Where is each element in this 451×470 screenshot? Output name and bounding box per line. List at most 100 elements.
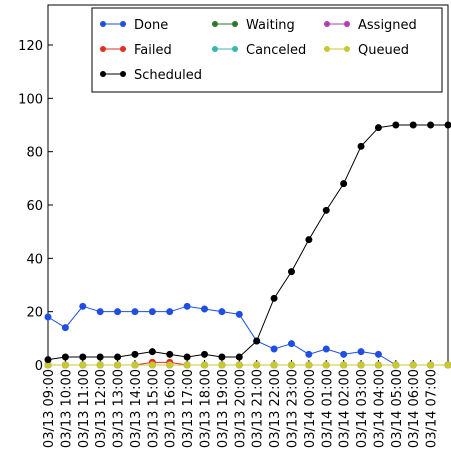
data-point [166,361,174,369]
x-tick-label: 03/14 07:00 [425,369,440,448]
data-point [392,361,400,369]
data-point [148,348,156,356]
x-tick-label: 03/13 09:00 [42,369,57,448]
data-point [61,353,69,361]
data-point [409,361,417,369]
data-point [96,308,104,316]
data-point [374,361,382,369]
data-point [270,361,278,369]
data-point [270,294,278,302]
legend-marker [212,21,218,27]
data-point [218,353,226,361]
data-point [79,361,87,369]
x-tick-label: 03/13 11:00 [77,369,92,448]
x-tick-label: 03/14 00:00 [303,369,318,448]
data-point [79,302,87,310]
x-tick-label: 03/13 18:00 [199,369,214,448]
data-point [392,121,400,129]
legend-marker [120,71,126,77]
data-point [114,353,122,361]
x-tick-label: 03/14 04:00 [372,369,387,448]
data-point [357,142,365,150]
data-point [201,350,209,358]
legend-box [91,7,443,93]
data-point [427,121,435,129]
data-point [253,361,261,369]
data-point [131,308,139,316]
x-tick-label: 03/13 13:00 [112,369,127,448]
data-point [166,308,174,316]
y-tick-label: 40 [26,252,43,267]
x-tick-label: 03/13 10:00 [59,369,74,448]
data-point [131,361,139,369]
x-tick-label: 03/14 06:00 [407,369,422,448]
data-point [287,268,295,276]
data-point [322,206,330,214]
legend-marker [344,21,350,27]
data-point [235,353,243,361]
data-point [287,361,295,369]
data-point [114,361,122,369]
data-point [166,350,174,358]
x-tick-label: 03/13 17:00 [181,369,196,448]
y-tick-label: 100 [18,92,43,107]
data-point [322,345,330,353]
data-point [253,337,261,345]
x-tick-label: 03/13 19:00 [216,369,231,448]
data-point [305,236,313,244]
data-point [218,361,226,369]
data-point [374,124,382,132]
legend-label: Assigned [358,18,417,33]
data-point [114,308,122,316]
data-point [305,361,313,369]
y-tick-label: 60 [26,199,43,214]
data-point [44,313,52,321]
x-tick-label: 03/13 15:00 [146,369,161,448]
data-point [183,361,191,369]
legend-marker [324,46,330,52]
data-point [44,356,52,364]
data-point [235,361,243,369]
y-tick-label: 120 [18,39,43,54]
legend-marker [232,46,238,52]
x-tick-label: 03/13 22:00 [268,369,283,448]
data-point [96,353,104,361]
data-point [357,361,365,369]
x-tick-label: 03/14 03:00 [355,369,370,448]
legend-marker [120,46,126,52]
data-point [235,310,243,318]
data-point [287,340,295,348]
x-tick-label: 03/13 20:00 [233,369,248,448]
legend-label: Waiting [246,18,295,33]
data-point [201,305,209,313]
data-point [96,361,104,369]
x-tick-label: 03/13 14:00 [129,369,144,448]
data-point [340,180,348,188]
x-tick-label: 03/13 21:00 [251,369,266,448]
data-point [340,350,348,358]
data-point [322,361,330,369]
legend-marker [120,21,126,27]
legend-label: Failed [134,43,172,58]
data-point [61,324,69,332]
data-point [183,302,191,310]
data-point [357,348,365,356]
legend-label: Queued [358,43,409,58]
y-tick-label: 20 [26,306,43,321]
data-point [305,350,313,358]
legend-marker [100,21,106,27]
legend-marker [324,21,330,27]
data-point [340,361,348,369]
x-tick-label: 03/13 16:00 [164,369,179,448]
y-tick-label: 0 [35,359,43,374]
x-tick-label: 03/14 01:00 [320,369,335,448]
legend-label: Canceled [246,43,306,58]
data-point [427,361,435,369]
data-point [409,121,417,129]
legend-marker [232,21,238,27]
legend-marker [344,46,350,52]
data-point [148,361,156,369]
legend-label: Scheduled [134,68,202,83]
legend-label: Done [134,18,168,33]
